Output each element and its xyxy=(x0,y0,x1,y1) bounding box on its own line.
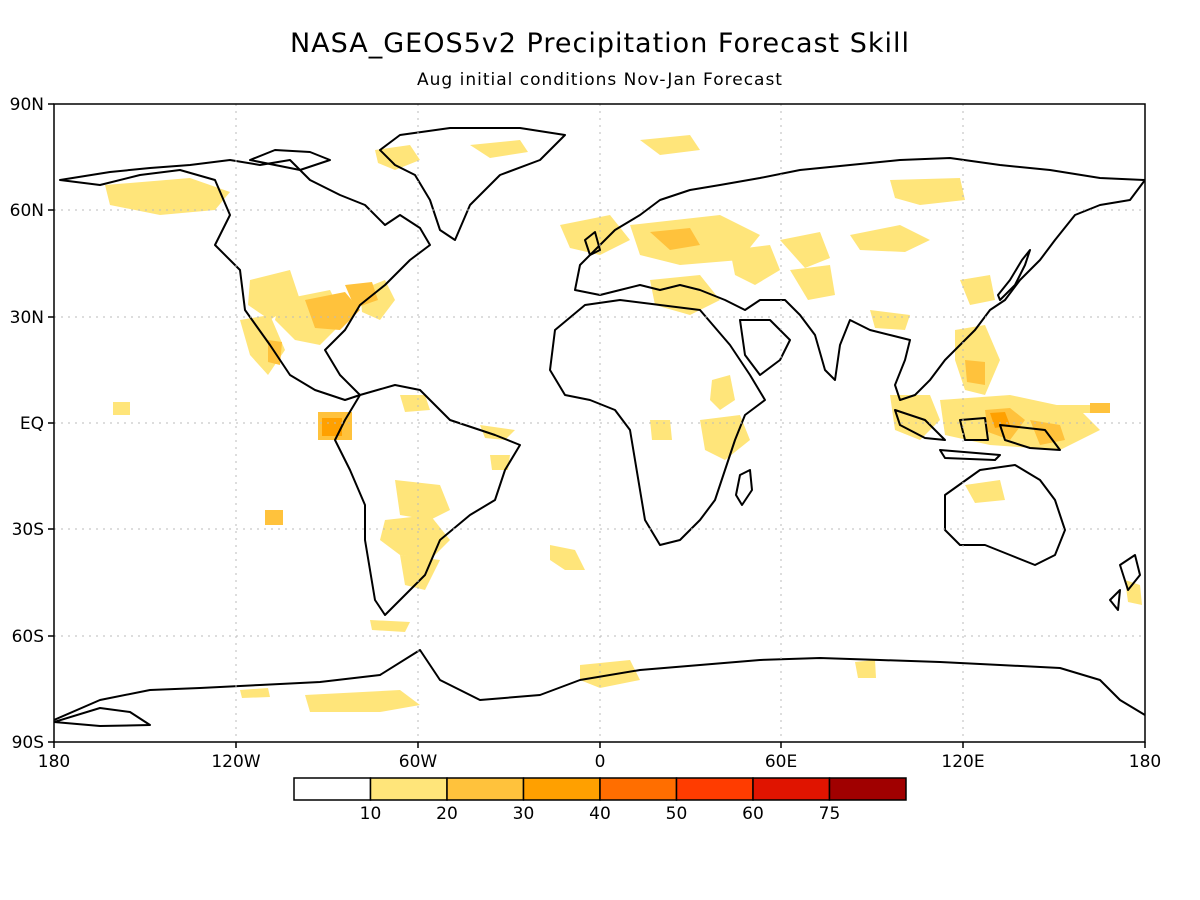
skill-shading xyxy=(105,135,1142,712)
colorbar-tick-label: 60 xyxy=(742,804,764,824)
colorbar-swatch xyxy=(293,777,372,801)
lat-label: 90N xyxy=(10,95,44,115)
lon-label: 120E xyxy=(941,752,984,772)
colorbar-tick-label: 30 xyxy=(513,804,535,824)
map-title: NASA_GEOS5v2 Precipitation Forecast Skil… xyxy=(289,28,911,59)
lon-label: 0 xyxy=(595,752,606,772)
lat-label: 60N xyxy=(10,201,44,221)
axis-ticks xyxy=(48,103,1146,748)
colorbar-swatch xyxy=(446,777,525,801)
colorbar-swatch xyxy=(828,777,907,801)
lon-label: 180 xyxy=(38,752,70,772)
lat-label: 60S xyxy=(12,627,44,647)
lon-label: 120W xyxy=(211,752,260,772)
colorbar-tick-label: 20 xyxy=(436,804,458,824)
colorbar-swatch xyxy=(675,777,754,801)
colorbar-swatch xyxy=(752,777,831,801)
lat-label: 90S xyxy=(12,733,44,753)
colorbar: 10 20 30 40 50 60 75 xyxy=(293,777,907,824)
colorbar-swatch xyxy=(599,777,678,801)
lon-label: 180 xyxy=(1129,752,1161,772)
colorbar-swatch xyxy=(522,777,601,801)
coastlines xyxy=(54,127,1145,727)
lat-label: 30S xyxy=(12,520,44,540)
colorbar-tick-label: 75 xyxy=(819,804,841,824)
colorbar-tick-label: 50 xyxy=(666,804,688,824)
colorbar-tick-label: 10 xyxy=(360,804,382,824)
lat-label: 30N xyxy=(10,308,44,328)
lon-label: 60W xyxy=(399,752,438,772)
colorbar-tick-label: 40 xyxy=(589,804,611,824)
colorbar-swatch xyxy=(369,777,448,801)
lat-label: EQ xyxy=(20,414,44,434)
map-subtitle: Aug initial conditions Nov-Jan Forecast xyxy=(417,70,783,90)
latitude-labels: 90N 60N 30N EQ 30S 60S 90S xyxy=(10,95,44,753)
gridlines xyxy=(54,104,1145,742)
lon-label: 60E xyxy=(765,752,797,772)
longitude-labels: 180 120W 60W 0 60E 120E 180 xyxy=(38,752,1161,772)
